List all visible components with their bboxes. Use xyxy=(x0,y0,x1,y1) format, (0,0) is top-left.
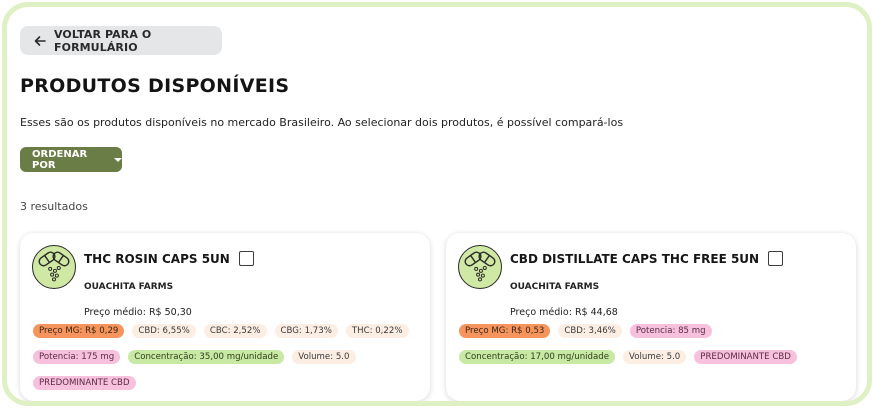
tag-potency: Potencia: 85 mg xyxy=(629,324,712,338)
caret-down-icon xyxy=(114,157,122,162)
capsule-logo-icon xyxy=(458,245,502,289)
average-price: Preço médio: R$ 50,30 xyxy=(84,307,192,318)
tag-thc: THC: 0,22% xyxy=(345,324,409,338)
product-tags: Preço MG: R$ 0,29 CBD: 6,55% CBC: 2,52% … xyxy=(33,324,425,390)
product-name-text: CBD DISTILLATE CAPS THC FREE 5UN xyxy=(510,251,760,266)
product-name: THC ROSIN CAPS 5UN xyxy=(84,251,254,266)
tag-cbd: CBD: 6,55% xyxy=(132,324,196,338)
product-tags: Preço MG: R$ 0,53 CBD: 3,46% Potencia: 8… xyxy=(459,324,851,364)
average-price: Preço médio: R$ 44,68 xyxy=(510,307,618,318)
product-name: CBD DISTILLATE CAPS THC FREE 5UN xyxy=(510,251,784,266)
tag-cbc: CBC: 2,52% xyxy=(203,324,267,338)
results-count: 3 resultados xyxy=(20,200,88,213)
compare-checkbox[interactable] xyxy=(768,251,784,266)
tag-volume: Volume: 5.0 xyxy=(623,350,687,364)
tag-cbd: CBD: 3,46% xyxy=(558,324,622,338)
product-brand: OUACHITA FARMS xyxy=(510,282,600,292)
product-name-text: THC ROSIN CAPS 5UN xyxy=(84,251,230,266)
back-to-form-button[interactable]: VOLTAR PARA O FORMULÁRIO xyxy=(20,26,222,55)
tag-volume: Volume: 5.0 xyxy=(292,350,356,364)
tag-price-mg: Preço MG: R$ 0,29 xyxy=(33,324,125,338)
sort-by-label: ORDENAR POR xyxy=(32,148,88,171)
tag-predominant: PREDOMINANTE CBD xyxy=(33,376,136,390)
capsule-logo-icon xyxy=(32,245,76,289)
compare-checkbox[interactable] xyxy=(238,251,254,266)
sort-by-button[interactable]: ORDENAR POR xyxy=(20,147,122,172)
product-card[interactable]: THC ROSIN CAPS 5UN OUACHITA FARMS Preço … xyxy=(20,233,430,401)
tag-concentration: Concentração: 35,00 mg/unidade xyxy=(128,350,285,364)
tag-price-mg: Preço MG: R$ 0,53 xyxy=(459,324,551,338)
tag-predominant: PREDOMINANTE CBD xyxy=(694,350,797,364)
product-brand: OUACHITA FARMS xyxy=(84,282,174,292)
tag-cbg: CBG: 1,73% xyxy=(274,324,338,338)
tag-concentration: Concentração: 17,00 mg/unidade xyxy=(459,350,616,364)
page-title: PRODUTOS DISPONÍVEIS xyxy=(20,75,290,97)
product-card[interactable]: CBD DISTILLATE CAPS THC FREE 5UN OUACHIT… xyxy=(446,233,856,401)
back-button-label: VOLTAR PARA O FORMULÁRIO xyxy=(54,27,152,54)
arrow-left-icon xyxy=(34,35,46,47)
tag-potency: Potencia: 175 mg xyxy=(33,350,121,364)
page-subtitle: Esses são os produtos disponíveis no mer… xyxy=(20,116,624,129)
